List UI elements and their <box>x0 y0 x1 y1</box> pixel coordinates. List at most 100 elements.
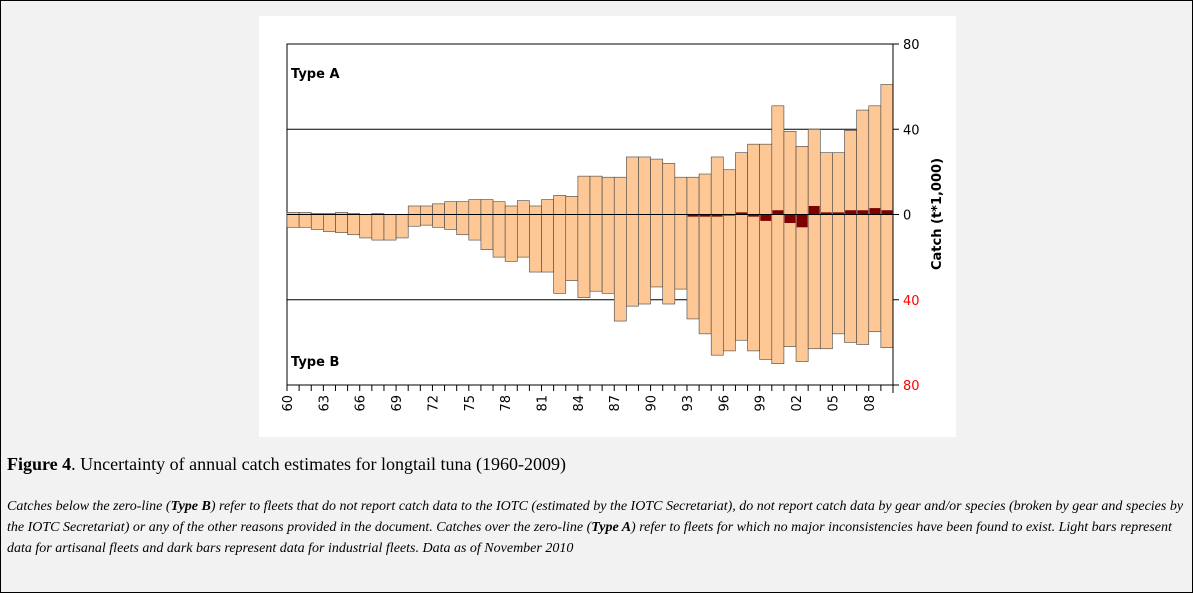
bar <box>626 214 639 307</box>
bar <box>759 143 773 215</box>
x-tick-label: 81 <box>536 395 551 412</box>
bar <box>298 214 312 228</box>
bar <box>323 214 336 232</box>
bar <box>687 214 699 217</box>
bar <box>832 214 845 335</box>
bar <box>820 212 832 215</box>
y-tick-label: 40 <box>903 123 920 138</box>
caption-text: ) refer to fleets for which no major inc… <box>7 520 1172 556</box>
bar <box>565 214 579 281</box>
bar <box>589 214 603 292</box>
figure-title: Figure 4. Uncertainty of annual catch es… <box>7 454 566 475</box>
bar <box>735 214 748 341</box>
bar <box>844 130 857 215</box>
bar <box>456 214 470 236</box>
bar <box>650 158 664 215</box>
bar <box>529 214 542 273</box>
bar <box>662 163 676 215</box>
bar <box>710 214 724 356</box>
bar <box>468 214 482 241</box>
bar <box>638 214 651 305</box>
bar <box>795 214 809 362</box>
figure-label: Figure 4 <box>7 454 72 474</box>
bar <box>869 208 881 215</box>
bar <box>444 201 457 215</box>
x-tick-label: 96 <box>717 395 732 412</box>
bar <box>432 203 445 215</box>
bar <box>407 205 421 215</box>
bar <box>795 146 809 215</box>
bar <box>723 169 736 215</box>
bar <box>480 199 494 215</box>
caption-text: ) refer to fleets that do not report cat… <box>7 499 1184 535</box>
bar <box>347 214 361 236</box>
bar <box>698 173 712 215</box>
bar <box>784 214 796 224</box>
bar <box>577 175 591 215</box>
bar <box>420 205 433 215</box>
x-tick-label: 05 <box>826 395 841 412</box>
y-tick-label: 80 <box>903 379 920 394</box>
caption: Catches below the zero-line (Type B) ref… <box>7 496 1187 559</box>
x-tick-label: 93 <box>681 395 696 412</box>
bar <box>710 156 724 215</box>
x-tick-label: 69 <box>390 395 405 412</box>
bar <box>796 214 808 228</box>
bar <box>819 214 833 350</box>
caption-text: Catches below the zero-line ( <box>7 499 171 514</box>
bar <box>844 214 857 343</box>
bar <box>432 214 445 228</box>
x-tick-label: 60 <box>281 395 296 412</box>
bar <box>808 205 820 215</box>
caption-emphasis: Type B <box>170 499 211 514</box>
bar <box>310 214 324 230</box>
bar <box>674 214 688 290</box>
chart: Type A Type B Catch (t*1,000) 80 40 0 40 80 6… <box>259 16 956 437</box>
bar <box>601 176 615 215</box>
bar <box>748 214 760 217</box>
bar <box>807 128 821 215</box>
bar <box>468 199 482 215</box>
bar <box>833 212 844 215</box>
y-tick-label: 40 <box>903 294 920 309</box>
x-tick-label: 87 <box>608 395 623 412</box>
bar <box>359 214 373 239</box>
figure-text: . Uncertainty of annual catch estimates … <box>71 454 567 474</box>
bar <box>880 214 894 349</box>
bar <box>857 210 869 215</box>
bar <box>286 214 300 228</box>
bar <box>383 214 397 241</box>
x-tick-label: 63 <box>317 395 332 412</box>
bar <box>456 201 470 215</box>
bar <box>674 176 688 215</box>
x-tick-label: 72 <box>426 395 441 412</box>
bar <box>686 214 700 320</box>
bar <box>516 200 530 215</box>
x-tick-label: 75 <box>463 395 478 412</box>
x-tick-label: 08 <box>863 395 878 412</box>
annotation: Type B <box>291 355 339 370</box>
bar <box>492 214 506 258</box>
x-tick-label: 99 <box>754 395 769 412</box>
bar <box>565 196 579 215</box>
bar <box>771 214 785 364</box>
bar <box>541 214 554 273</box>
bar <box>856 109 870 215</box>
bar <box>335 214 348 233</box>
bar <box>735 152 748 215</box>
bar <box>553 195 567 215</box>
bar <box>772 210 784 215</box>
bar <box>832 152 845 215</box>
x-tick-label: 84 <box>572 395 587 412</box>
bar <box>868 105 882 215</box>
bar <box>407 214 421 227</box>
bar <box>711 214 723 217</box>
bar <box>541 199 554 215</box>
bar <box>747 214 760 352</box>
bar <box>723 214 736 352</box>
bar <box>868 214 882 333</box>
y-tick-label: 0 <box>903 209 911 224</box>
bar <box>601 214 615 294</box>
bar <box>529 205 542 215</box>
bar <box>480 214 494 250</box>
